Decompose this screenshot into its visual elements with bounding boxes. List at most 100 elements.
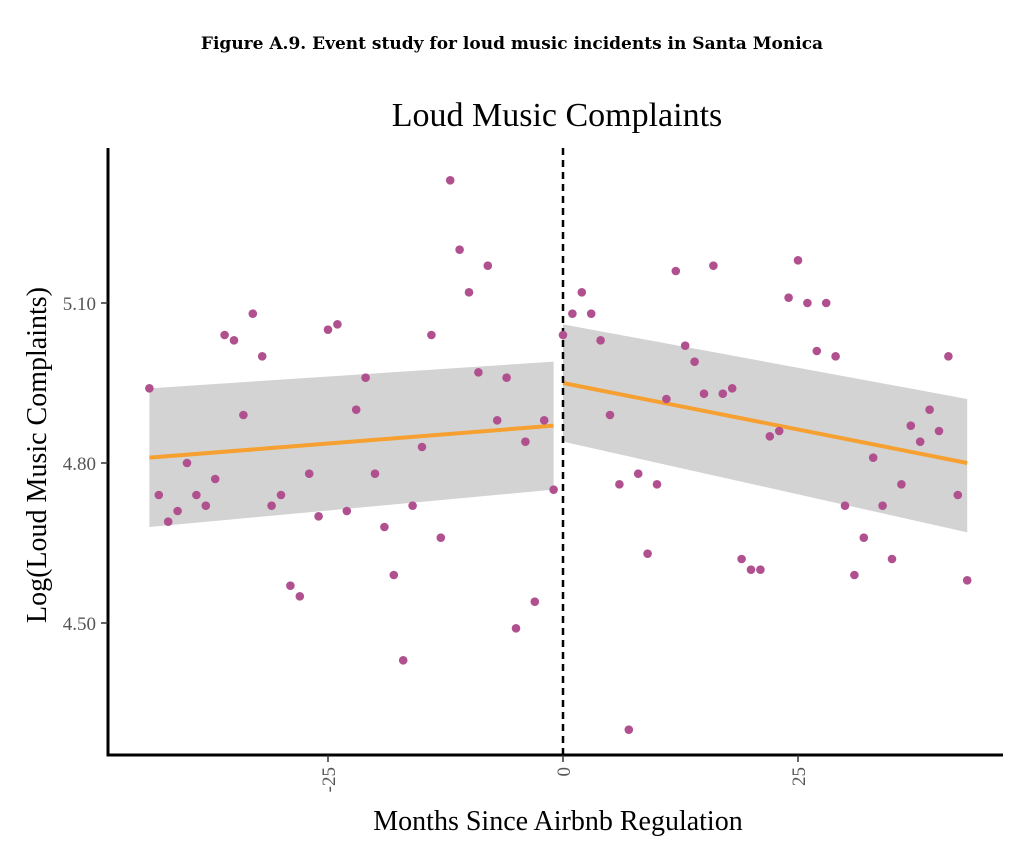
data-point — [690, 357, 699, 366]
data-point — [831, 352, 840, 361]
data-point — [483, 261, 493, 270]
y-tick-label: 4.50 — [63, 614, 96, 635]
data-point — [389, 570, 399, 580]
data-point — [380, 522, 389, 532]
data-point — [680, 341, 690, 350]
data-point — [718, 389, 728, 398]
data-point — [925, 405, 934, 414]
figure-caption: Figure A.9. Event study for loud music i… — [200, 34, 824, 54]
data-point — [398, 656, 408, 665]
data-point — [210, 474, 220, 484]
data-point — [746, 565, 756, 574]
data-point — [774, 426, 784, 436]
data-point — [502, 373, 511, 382]
y-tick-label: 5.10 — [63, 294, 96, 315]
x-axis-ticks: -25 0 25 — [319, 755, 810, 792]
data-point — [295, 592, 305, 601]
data-point — [568, 309, 577, 318]
data-point — [699, 389, 709, 398]
data-point — [840, 501, 850, 510]
x-tick-label: 0 — [554, 767, 575, 777]
data-point — [464, 288, 474, 297]
data-point — [192, 490, 201, 500]
x-tick-label: 25 — [789, 767, 810, 786]
data-point — [915, 437, 925, 446]
data-point — [370, 469, 380, 478]
data-point — [436, 533, 446, 542]
data-point — [154, 490, 164, 500]
data-point — [633, 469, 643, 478]
data-point — [445, 176, 455, 185]
data-point — [662, 394, 671, 404]
data-point — [163, 517, 173, 526]
data-point — [239, 410, 248, 420]
data-point — [549, 485, 558, 494]
data-point — [812, 346, 822, 356]
data-point — [417, 442, 427, 452]
data-point — [427, 330, 436, 340]
data-point — [314, 512, 323, 521]
data-point — [220, 330, 229, 340]
data-point — [577, 288, 587, 297]
y-tick-label: 4.80 — [63, 454, 96, 475]
confidence-band-layer — [149, 324, 968, 533]
data-point — [615, 480, 624, 489]
data-point — [229, 336, 239, 345]
data-point — [342, 506, 352, 516]
data-point — [173, 506, 182, 516]
data-point — [897, 480, 906, 489]
data-point — [521, 437, 530, 446]
data-point — [145, 384, 154, 393]
data-point — [474, 368, 483, 377]
data-point — [784, 293, 793, 302]
data-point — [652, 480, 662, 489]
data-point — [821, 298, 831, 308]
data-point — [361, 373, 370, 382]
data-point — [709, 261, 718, 270]
confidence-band-post-regulation — [563, 324, 968, 533]
data-point — [887, 554, 897, 564]
data-point — [765, 432, 775, 441]
data-point — [267, 501, 276, 510]
scatter-points — [145, 176, 972, 734]
data-point — [756, 565, 765, 574]
data-point — [558, 330, 568, 340]
data-point — [511, 624, 521, 633]
data-point — [944, 352, 953, 361]
data-point — [850, 570, 859, 580]
data-point — [953, 490, 963, 500]
data-point — [182, 458, 192, 468]
data-point — [906, 421, 916, 430]
y-axis-ticks: 4.50 4.80 5.10 — [63, 294, 108, 635]
data-point — [286, 581, 295, 590]
data-point — [455, 245, 464, 254]
data-point — [530, 597, 540, 606]
data-point — [859, 533, 869, 542]
data-point — [934, 426, 944, 436]
data-point — [201, 501, 211, 510]
fit-line-layer — [149, 381, 968, 465]
data-point — [492, 416, 502, 425]
data-point — [643, 549, 652, 558]
x-tick-label: -25 — [319, 767, 340, 792]
y-axis-title: Log(Loud Music Complaints) — [22, 287, 53, 623]
data-point — [962, 576, 972, 585]
data-point — [624, 725, 634, 734]
data-point — [333, 320, 342, 329]
data-point — [727, 384, 737, 393]
data-point — [793, 256, 803, 265]
confidence-band-pre-regulation — [149, 361, 554, 527]
data-point — [323, 325, 333, 334]
data-point — [586, 309, 596, 318]
data-point — [737, 554, 746, 564]
data-point — [878, 501, 887, 510]
fit-line-post-regulation — [562, 381, 968, 465]
data-point — [408, 501, 417, 510]
data-point — [539, 416, 549, 425]
data-point — [671, 266, 681, 276]
data-point — [304, 469, 314, 478]
data-point — [605, 410, 615, 420]
data-point — [248, 309, 258, 318]
chart-title: Loud Music Complaints — [392, 97, 723, 134]
